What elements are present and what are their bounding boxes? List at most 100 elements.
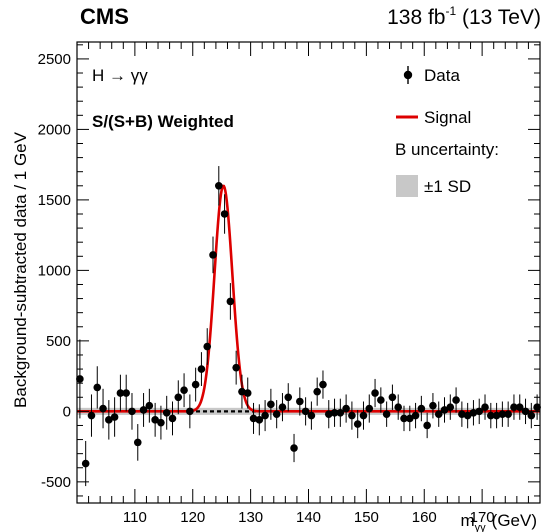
data-point	[487, 411, 495, 420]
data-point	[527, 411, 536, 420]
data-point	[278, 403, 287, 411]
data-layer	[76, 166, 541, 487]
lumi-exponent: -1	[445, 4, 457, 18]
data-point	[423, 421, 431, 430]
data-point	[365, 404, 374, 413]
data-point	[434, 410, 443, 418]
legend-band-label: ±1 SD	[424, 177, 471, 196]
y-tick-label: 2000	[38, 121, 71, 138]
data-point	[417, 404, 426, 413]
data-point	[319, 380, 327, 389]
data-point	[348, 411, 356, 420]
data-point	[382, 410, 391, 418]
data-point	[394, 403, 403, 411]
data-point	[429, 401, 437, 410]
data-point	[197, 365, 206, 373]
data-point	[81, 459, 90, 468]
y-tick-label: 1000	[38, 262, 71, 279]
data-point	[463, 411, 472, 420]
signal-layer	[77, 184, 540, 413]
data-point	[261, 411, 269, 420]
data-point	[191, 380, 200, 389]
weighting-label: S/(S+B) Weighted	[92, 112, 234, 131]
x-axis-label: mγγ (GeV)	[460, 511, 537, 532]
data-point	[475, 407, 484, 416]
signal-curve	[77, 184, 540, 413]
x-tick-label: 140	[296, 509, 321, 526]
data-point	[359, 411, 368, 420]
data-point	[284, 393, 293, 402]
data-point	[128, 407, 136, 416]
data-point	[388, 393, 397, 402]
data-point	[515, 403, 524, 411]
data-point	[209, 251, 217, 259]
data-point	[521, 407, 530, 416]
data-point	[342, 404, 350, 413]
data-point	[180, 386, 188, 395]
data-point	[203, 342, 212, 351]
data-point	[458, 410, 466, 418]
x-axis-label-unit: (GeV)	[492, 511, 537, 530]
data-point	[481, 403, 489, 411]
data-point	[157, 418, 165, 427]
data-point	[301, 407, 310, 416]
y-tick-label: 500	[46, 333, 71, 350]
energy-label: (13 TeV)	[462, 6, 541, 29]
data-point	[110, 413, 119, 421]
x-tick-label: 120	[180, 509, 205, 526]
data-point	[377, 396, 385, 404]
data-point	[469, 408, 478, 417]
legend-data-label: Data	[424, 66, 460, 85]
x-tick-label: 130	[238, 509, 263, 526]
data-point	[186, 407, 194, 416]
data-point	[145, 401, 154, 410]
data-point	[307, 411, 316, 420]
x-axis-label-main: m	[460, 511, 474, 530]
data-point	[139, 406, 148, 414]
axes-layer: -500 0 500 1000 1500 2000 2500 110 120 130 140 150 1…	[38, 42, 540, 526]
data-point	[290, 444, 298, 452]
x-tick-label: 170	[470, 509, 495, 526]
legend: Data Signal B uncertainty: ±1 SD	[395, 66, 499, 197]
data-point	[411, 411, 420, 420]
data-point	[272, 410, 281, 418]
data-point	[255, 416, 264, 424]
x-axis-label-sub: γγ	[475, 522, 487, 532]
data-point	[504, 410, 512, 418]
data-point	[87, 411, 96, 420]
data-point	[249, 414, 258, 423]
data-point	[76, 375, 84, 383]
data-point	[313, 387, 321, 396]
experiment-label: CMS	[80, 4, 129, 29]
data-point	[533, 403, 541, 411]
data-point	[151, 416, 159, 424]
legend-band-swatch	[396, 175, 418, 197]
data-point	[446, 403, 455, 411]
data-point	[324, 410, 333, 418]
y-tick-label: 2500	[38, 51, 71, 68]
data-point	[116, 389, 125, 397]
y-axis-label: Background-subtracted data / 1 GeV	[11, 131, 30, 408]
legend-uncertainty-title: B uncertainty:	[395, 140, 499, 159]
data-point	[452, 396, 460, 404]
data-point	[330, 408, 339, 417]
data-point	[162, 408, 171, 417]
data-point	[267, 400, 275, 409]
x-tick-label: 150	[354, 509, 379, 526]
y-tick-label: -500	[41, 474, 71, 491]
data-point	[336, 408, 345, 417]
data-point	[238, 387, 246, 396]
x-tick-label: 160	[412, 509, 437, 526]
y-tick-label: 0	[63, 403, 71, 420]
data-point	[122, 389, 130, 397]
data-point	[99, 404, 107, 413]
y-tick-label: 1500	[38, 192, 71, 209]
lumi-energy-label: 138 fb-1 (13 TeV)	[387, 4, 541, 30]
legend-data-marker	[403, 70, 413, 80]
data-point	[296, 397, 304, 406]
x-tick-label: 110	[123, 509, 147, 526]
data-point	[174, 393, 183, 402]
data-point	[400, 414, 408, 423]
data-point	[232, 363, 240, 372]
